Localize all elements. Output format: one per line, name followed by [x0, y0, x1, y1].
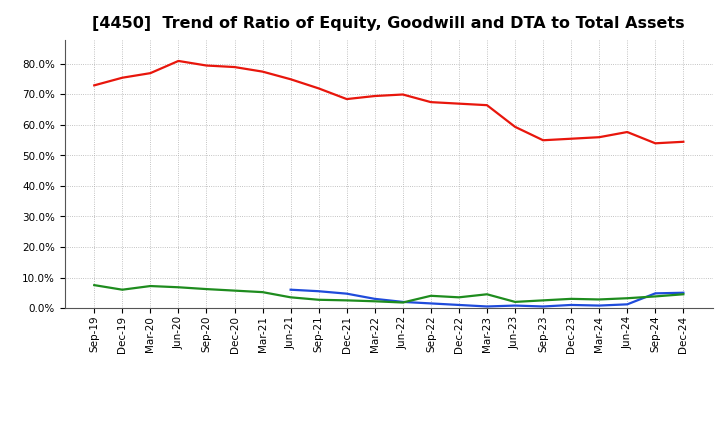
Equity	[454, 101, 463, 106]
Deferred Tax Assets	[679, 292, 688, 297]
Equity	[315, 86, 323, 91]
Goodwill	[287, 287, 295, 292]
Equity	[679, 139, 688, 144]
Equity	[146, 70, 155, 76]
Deferred Tax Assets	[174, 285, 183, 290]
Equity	[567, 136, 575, 141]
Deferred Tax Assets	[371, 299, 379, 304]
Goodwill	[482, 304, 491, 309]
Goodwill	[371, 296, 379, 301]
Equity	[651, 141, 660, 146]
Goodwill	[679, 290, 688, 295]
Equity	[174, 59, 183, 64]
Deferred Tax Assets	[398, 300, 407, 305]
Deferred Tax Assets	[90, 282, 99, 288]
Goodwill	[510, 303, 519, 308]
Deferred Tax Assets	[118, 287, 127, 292]
Goodwill	[595, 303, 603, 308]
Deferred Tax Assets	[343, 298, 351, 303]
Goodwill	[343, 291, 351, 296]
Deferred Tax Assets	[202, 286, 211, 292]
Equity	[202, 63, 211, 68]
Equity	[623, 129, 631, 135]
Goodwill	[426, 301, 435, 306]
Equity	[371, 93, 379, 99]
Equity	[482, 103, 491, 108]
Equity	[230, 64, 239, 70]
Line: Goodwill: Goodwill	[291, 290, 683, 307]
Equity	[595, 135, 603, 140]
Equity	[539, 138, 547, 143]
Deferred Tax Assets	[567, 296, 575, 301]
Line: Deferred Tax Assets: Deferred Tax Assets	[94, 285, 683, 303]
Equity	[343, 96, 351, 102]
Goodwill	[623, 302, 631, 307]
Deferred Tax Assets	[426, 293, 435, 298]
Deferred Tax Assets	[510, 299, 519, 304]
Goodwill	[651, 291, 660, 296]
Goodwill	[539, 304, 547, 309]
Equity	[426, 99, 435, 105]
Equity	[510, 124, 519, 129]
Deferred Tax Assets	[539, 298, 547, 303]
Deferred Tax Assets	[651, 294, 660, 299]
Equity	[287, 77, 295, 82]
Deferred Tax Assets	[315, 297, 323, 302]
Title: [4450]  Trend of Ratio of Equity, Goodwill and DTA to Total Assets: [4450] Trend of Ratio of Equity, Goodwil…	[92, 16, 685, 32]
Deferred Tax Assets	[482, 292, 491, 297]
Deferred Tax Assets	[623, 296, 631, 301]
Goodwill	[315, 289, 323, 294]
Equity	[118, 75, 127, 81]
Deferred Tax Assets	[258, 290, 267, 295]
Goodwill	[398, 299, 407, 304]
Equity	[258, 69, 267, 74]
Deferred Tax Assets	[287, 295, 295, 300]
Equity	[398, 92, 407, 97]
Deferred Tax Assets	[595, 297, 603, 302]
Deferred Tax Assets	[230, 288, 239, 293]
Equity	[90, 83, 99, 88]
Line: Equity: Equity	[94, 61, 683, 143]
Deferred Tax Assets	[146, 283, 155, 289]
Deferred Tax Assets	[454, 295, 463, 300]
Goodwill	[454, 302, 463, 308]
Goodwill	[567, 302, 575, 308]
